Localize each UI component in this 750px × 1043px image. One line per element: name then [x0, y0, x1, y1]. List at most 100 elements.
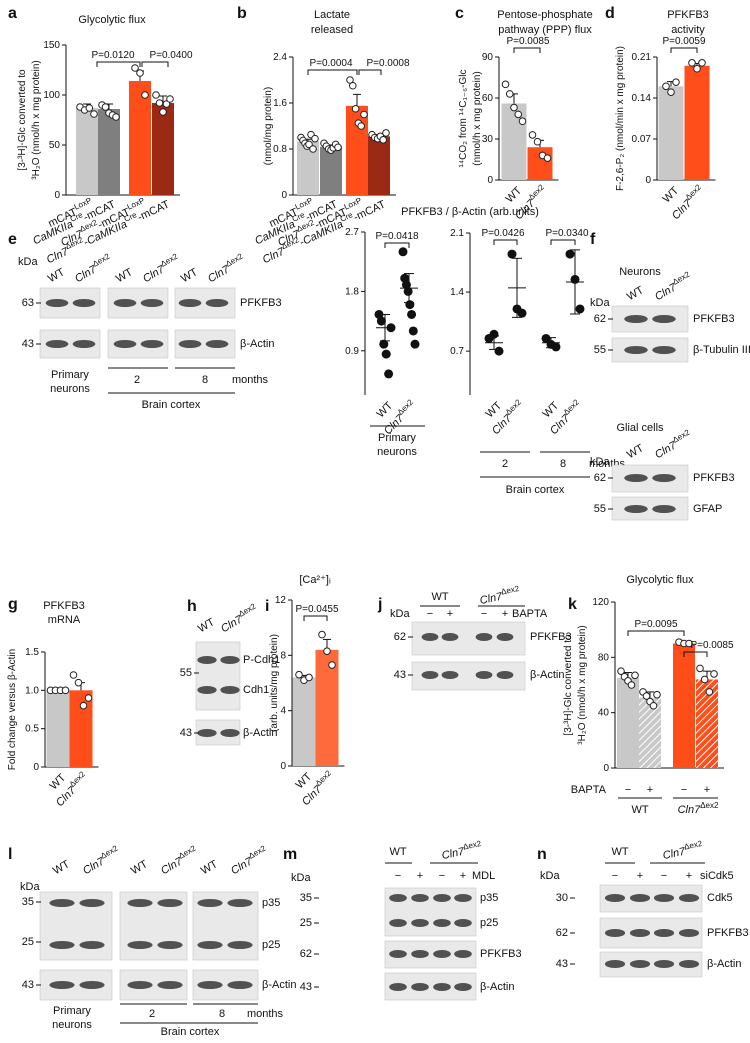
- group-label: Brain cortex: [161, 1026, 220, 1038]
- kda-label: kDa: [590, 297, 610, 309]
- data-point: [351, 104, 360, 113]
- kda-label: kDa: [390, 608, 410, 620]
- y-tick-label: 2.4: [273, 52, 287, 63]
- panel-letter: g: [8, 596, 18, 613]
- group-label: 8: [202, 374, 208, 386]
- chart-title: [Ca²⁺]ᵢ: [299, 574, 331, 586]
- group-label: months: [232, 374, 269, 386]
- group-label: Cln7Δex2: [661, 839, 705, 862]
- treatment-sign: −: [427, 608, 433, 620]
- panel-letter: h: [187, 598, 197, 615]
- lane-label: WT: [625, 442, 646, 461]
- treatment-label: BAPTA: [571, 784, 607, 796]
- data-point: [328, 661, 336, 669]
- data-point: [84, 694, 93, 702]
- data-point: [398, 247, 408, 257]
- y-tick-label: 2.7: [345, 227, 359, 238]
- panel-letter: i: [265, 598, 269, 615]
- y-tick-label: 100: [43, 90, 60, 101]
- lane-label: Cln7Δex2: [158, 844, 201, 878]
- data-point: [667, 88, 675, 96]
- blot-band: [197, 656, 217, 664]
- chart-title: pathway (PPP) flux: [498, 24, 592, 36]
- treatment-sign: +: [704, 784, 710, 796]
- y-tick-label: 1.6: [273, 98, 287, 109]
- blot-band: [454, 950, 472, 958]
- blot-band: [127, 981, 153, 989]
- kda-label: kDa: [20, 881, 40, 893]
- data-point: [323, 647, 331, 655]
- blot-band: [454, 919, 472, 927]
- blot-band: [652, 315, 676, 323]
- blot-title: Glial cells: [616, 422, 664, 434]
- y-tick-label: 0.21: [632, 52, 652, 63]
- data-point: [309, 145, 317, 153]
- y-tick-label: 150: [43, 40, 60, 51]
- blot-band: [205, 299, 229, 307]
- blot-band: [454, 894, 472, 902]
- data-point: [69, 671, 78, 679]
- group-label: neurons: [52, 1019, 92, 1031]
- y-axis-label: Fold change versus β-Actin: [7, 649, 18, 770]
- blot-band: [389, 983, 407, 991]
- blot-band: [652, 346, 676, 354]
- treatment-label: siCdk5: [700, 870, 734, 882]
- kda-marker: 62: [300, 948, 312, 960]
- kda-marker: 43: [22, 338, 34, 350]
- chart-title: released: [311, 24, 353, 36]
- data-point: [381, 349, 391, 359]
- group-label: 2: [149, 1008, 155, 1020]
- lane-label: Cln7Δex2: [80, 844, 123, 878]
- data-point: [85, 104, 94, 112]
- bar: [684, 65, 710, 180]
- blot-band: [653, 894, 675, 902]
- y-tick-label: 0: [603, 763, 609, 774]
- y-tick-label: 0: [54, 190, 60, 201]
- blot-band: [678, 960, 700, 968]
- data-point: [700, 675, 709, 684]
- data-point: [376, 316, 386, 326]
- blot-band: [197, 941, 223, 949]
- bar: [76, 108, 98, 195]
- bar: [129, 81, 151, 195]
- blot-band: [433, 919, 451, 927]
- significance-bracket: [513, 47, 541, 53]
- lane-label: Cln7Δex2: [218, 602, 261, 636]
- y-tick-label: 0.07: [632, 134, 652, 145]
- blot-strip: [611, 464, 689, 493]
- blot-band: [496, 671, 514, 679]
- data-point: [505, 90, 514, 98]
- bar: [69, 690, 93, 767]
- treatment-sign: +: [647, 784, 653, 796]
- lane-label: Cln7Δex2: [140, 252, 183, 286]
- group-label: 2: [502, 458, 508, 470]
- significance-bracket: [627, 630, 685, 636]
- y-tick-label: 0.5: [25, 723, 39, 734]
- data-point: [575, 304, 585, 314]
- data-point: [166, 95, 174, 103]
- y-tick-label: 8: [280, 650, 286, 661]
- panel-letter: l: [8, 846, 12, 863]
- p-value: P=0.0085: [506, 36, 550, 47]
- data-point: [90, 110, 98, 118]
- group-label: Primary: [53, 1005, 91, 1017]
- treatment-sign: +: [686, 870, 692, 882]
- kda-label: kDa: [18, 256, 38, 268]
- data-point: [517, 308, 527, 318]
- lane-label: WT: [114, 266, 135, 285]
- kda-marker: 55: [594, 503, 606, 515]
- panel-letter: c: [455, 5, 464, 22]
- y-tick-label: 60: [482, 93, 494, 104]
- data-point: [533, 137, 542, 146]
- group-label: WT: [631, 804, 648, 816]
- y-tick-label: 120: [592, 597, 609, 608]
- blot-band: [79, 981, 105, 989]
- y-tick-label: 0.14: [632, 93, 652, 104]
- band-label: p25: [262, 939, 280, 951]
- lane-label: WT: [199, 858, 220, 877]
- y-tick-label: 0: [281, 190, 287, 201]
- data-point: [672, 78, 680, 86]
- y-tick-label: 0.8: [273, 144, 287, 155]
- blot-band: [79, 941, 105, 949]
